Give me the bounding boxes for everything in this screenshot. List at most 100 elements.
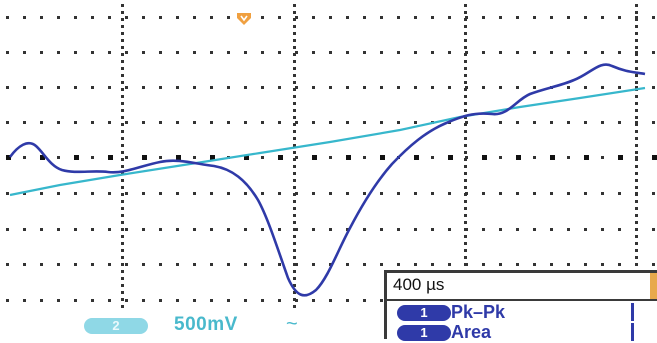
graticule-dot [346, 263, 349, 266]
graticule-dot [464, 172, 467, 175]
graticule-dot [23, 228, 26, 231]
graticule-dot [227, 16, 230, 19]
graticule-dot [431, 86, 434, 89]
graticule-dot [550, 192, 553, 195]
graticule-dot [567, 156, 570, 159]
graticule-dot [121, 179, 124, 182]
graticule-dot [74, 86, 77, 89]
graticule-dot [499, 121, 502, 124]
graticule-dot [125, 121, 128, 124]
channel-2-badge[interactable]: 2 [84, 318, 148, 334]
graticule-dot [618, 16, 621, 19]
graticule-dot [635, 4, 638, 7]
graticule-dot [121, 109, 124, 112]
graticule-dot [125, 228, 128, 231]
graticule-dot [293, 67, 296, 70]
graticule-dot [40, 192, 43, 195]
graticule-dot [295, 51, 298, 54]
graticule-dot [329, 156, 332, 159]
graticule-dot [91, 263, 94, 266]
graticule-dot [142, 16, 145, 19]
timebase-readout[interactable]: 400 µs [393, 275, 445, 294]
graticule-dot [618, 228, 621, 231]
graticule-dot [176, 228, 179, 231]
graticule-dot [652, 16, 655, 19]
graticule-dot [363, 121, 366, 124]
graticule-dot [193, 86, 196, 89]
graticule-dot [108, 16, 111, 19]
graticule-dot [293, 277, 296, 280]
graticule-dot [312, 16, 315, 19]
graticule-dot [244, 228, 247, 231]
trigger-position-marker-icon[interactable] [236, 12, 252, 26]
graticule-dot [6, 192, 9, 195]
graticule-dot [635, 11, 638, 14]
graticule-dot [312, 51, 315, 54]
graticule-dot [57, 263, 60, 266]
graticule-dot [278, 121, 281, 124]
graticule-dot [464, 32, 467, 35]
graticule-dot [295, 228, 298, 231]
graticule-dot [121, 263, 124, 266]
graticule-dot [293, 116, 296, 119]
graticule-dot [193, 263, 196, 266]
graticule-dot [431, 156, 434, 159]
graticule-dot [142, 263, 145, 266]
graticule-dot [40, 299, 43, 302]
graticule-dot [635, 102, 638, 105]
graticule-dot [464, 158, 467, 161]
graticule-dot [293, 186, 296, 189]
graticule-dot [465, 156, 468, 159]
graticule-dot [261, 228, 264, 231]
graticule-dot [176, 51, 179, 54]
graticule-dot [464, 249, 467, 252]
graticule-dot [125, 263, 128, 266]
graticule-dot [584, 192, 587, 195]
graticule-dot [121, 67, 124, 70]
graticule-dot [516, 86, 519, 89]
graticule-dot [464, 144, 467, 147]
graticule-dot [448, 228, 451, 231]
graticule-dot [142, 86, 145, 89]
graticule-dot [121, 242, 124, 245]
graticule-dot [363, 51, 366, 54]
graticule-dot [601, 156, 604, 159]
graticule-dot [397, 228, 400, 231]
graticule-dot [448, 263, 451, 266]
graticule-dot [293, 144, 296, 147]
graticule-dot [74, 228, 77, 231]
graticule-dot [295, 156, 298, 159]
ac-coupling-icon: ~ [286, 313, 298, 335]
measurement-row[interactable]: 1 Area [393, 322, 653, 343]
graticule-dot [601, 16, 604, 19]
graticule-dot [159, 156, 162, 159]
graticule-dot [550, 51, 553, 54]
graticule-dot [121, 158, 124, 161]
graticule-dot [227, 192, 230, 195]
graticule-dot [397, 263, 400, 266]
graticule-dot [635, 121, 638, 124]
graticule-dot [363, 263, 366, 266]
graticule-dot [295, 263, 298, 266]
graticule-dot [601, 192, 604, 195]
channel-2-volts-per-div[interactable]: 500mV [174, 314, 238, 335]
graticule-dot [293, 53, 296, 56]
graticule-dot [635, 151, 638, 154]
graticule-dot [293, 102, 296, 105]
graticule-dot [635, 249, 638, 252]
graticule-dot [261, 86, 264, 89]
graticule-dot [312, 299, 315, 302]
graticule-dot [293, 200, 296, 203]
graticule-dot [329, 228, 332, 231]
graticule-dot [293, 137, 296, 140]
graticule-dot [74, 192, 77, 195]
graticule-dot [121, 116, 124, 119]
graticule-dot [125, 86, 128, 89]
graticule-dot [635, 60, 638, 63]
graticule-dot [346, 51, 349, 54]
measurement-row[interactable]: 1 Pk–Pk [393, 302, 653, 323]
graticule-dot [363, 156, 366, 159]
graticule-dot [210, 228, 213, 231]
graticule-dot [499, 51, 502, 54]
graticule-dot [121, 46, 124, 49]
